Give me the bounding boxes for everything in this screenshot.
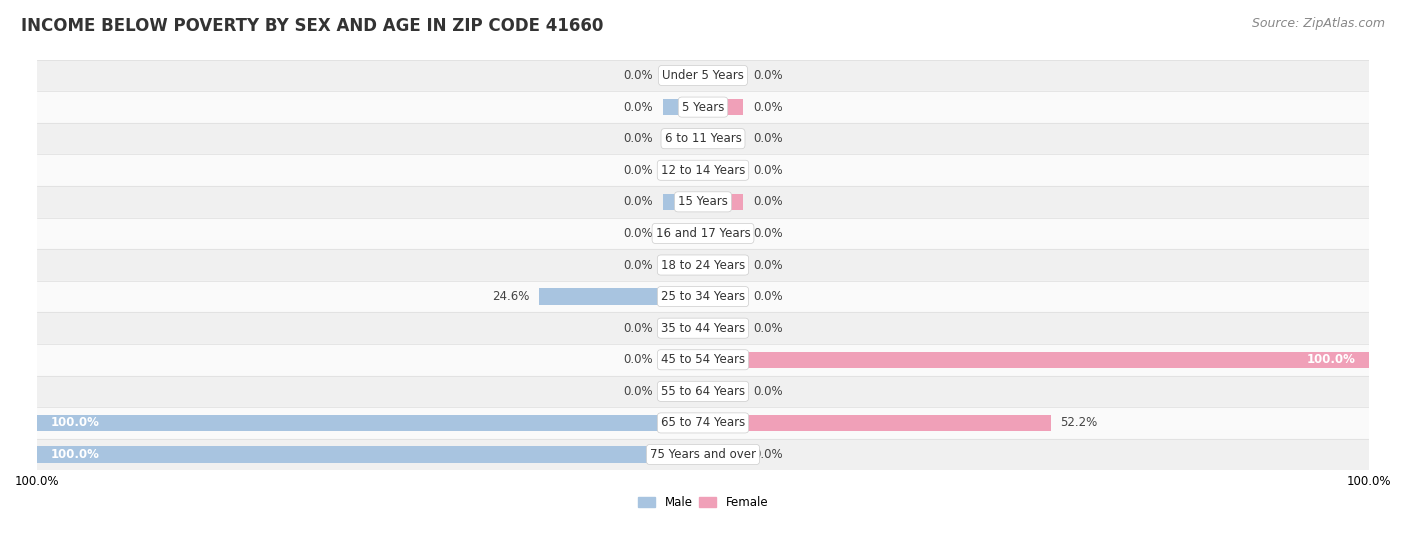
Text: 52.2%: 52.2% [1060,416,1098,429]
Bar [664,320,703,337]
Text: 0.0%: 0.0% [754,385,783,398]
Bar [664,383,703,400]
Text: 0.0%: 0.0% [754,164,783,177]
Text: 0.0%: 0.0% [623,385,652,398]
Bar [37,91,1369,123]
Bar [703,288,742,305]
Text: 24.6%: 24.6% [492,290,529,303]
Text: 12 to 14 Years: 12 to 14 Years [661,164,745,177]
Text: 0.0%: 0.0% [754,227,783,240]
Text: 0.0%: 0.0% [754,448,783,461]
Bar [37,312,1369,344]
Bar [703,67,742,84]
Text: 0.0%: 0.0% [754,258,783,272]
Text: 0.0%: 0.0% [754,132,783,145]
Text: 5 Years: 5 Years [682,101,724,113]
Text: 18 to 24 Years: 18 to 24 Years [661,258,745,272]
Text: 0.0%: 0.0% [623,164,652,177]
Bar [37,376,1369,407]
Text: 0.0%: 0.0% [623,132,652,145]
Text: Source: ZipAtlas.com: Source: ZipAtlas.com [1251,17,1385,30]
Text: 15 Years: 15 Years [678,195,728,209]
Bar [703,99,742,115]
Text: 35 to 44 Years: 35 to 44 Years [661,321,745,335]
Text: 100.0%: 100.0% [1306,353,1355,366]
Bar [37,439,1369,470]
Bar [664,99,703,115]
Text: 0.0%: 0.0% [623,101,652,113]
Bar [37,281,1369,312]
Text: 0.0%: 0.0% [754,290,783,303]
Bar [37,123,1369,154]
Text: 0.0%: 0.0% [623,258,652,272]
Text: 100.0%: 100.0% [51,448,100,461]
Text: 45 to 54 Years: 45 to 54 Years [661,353,745,366]
Bar [703,193,742,210]
Text: 0.0%: 0.0% [754,195,783,209]
Text: 0.0%: 0.0% [754,69,783,82]
Bar [703,130,742,147]
Bar [664,67,703,84]
Text: 100.0%: 100.0% [51,416,100,429]
Text: 55 to 64 Years: 55 to 64 Years [661,385,745,398]
Text: 0.0%: 0.0% [754,101,783,113]
Bar [703,320,742,337]
Text: 0.0%: 0.0% [623,69,652,82]
Bar [664,352,703,368]
Bar [703,162,742,178]
Bar [37,407,1369,439]
Bar [37,415,703,431]
Text: 0.0%: 0.0% [623,353,652,366]
Bar [37,249,1369,281]
Bar [703,352,1369,368]
Bar [703,446,742,463]
Legend: Male, Female: Male, Female [633,491,773,514]
Text: 0.0%: 0.0% [623,227,652,240]
Text: 0.0%: 0.0% [623,195,652,209]
Bar [703,383,742,400]
Bar [664,225,703,241]
Text: 25 to 34 Years: 25 to 34 Years [661,290,745,303]
Text: 16 and 17 Years: 16 and 17 Years [655,227,751,240]
Bar [37,217,1369,249]
Bar [37,154,1369,186]
Text: 0.0%: 0.0% [754,321,783,335]
Bar [703,415,1050,431]
Text: 0.0%: 0.0% [623,321,652,335]
Bar [37,446,703,463]
Bar [540,288,703,305]
Bar [664,130,703,147]
Text: Under 5 Years: Under 5 Years [662,69,744,82]
Bar [703,257,742,273]
Text: 75 Years and over: 75 Years and over [650,448,756,461]
Bar [37,60,1369,91]
Text: 65 to 74 Years: 65 to 74 Years [661,416,745,429]
Bar [37,344,1369,376]
Text: INCOME BELOW POVERTY BY SEX AND AGE IN ZIP CODE 41660: INCOME BELOW POVERTY BY SEX AND AGE IN Z… [21,17,603,35]
Bar [37,186,1369,217]
Bar [664,193,703,210]
Text: 6 to 11 Years: 6 to 11 Years [665,132,741,145]
Bar [664,257,703,273]
Bar [664,162,703,178]
Bar [703,225,742,241]
